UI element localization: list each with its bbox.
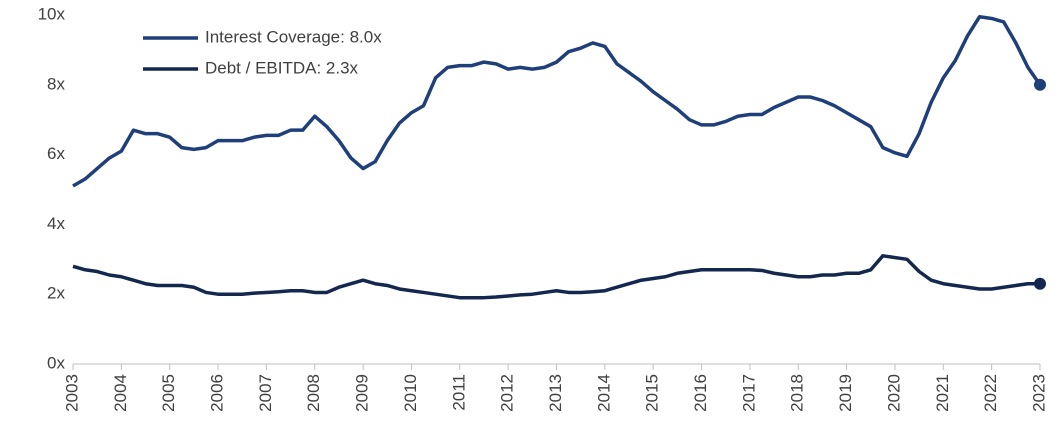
x-tick-label: 2012 [498,374,517,412]
x-tick-label: 2004 [111,374,130,412]
x-tick-label: 2011 [449,374,468,411]
x-tick-label: 2014 [594,374,613,412]
x-tick-label: 2023 [1029,374,1048,412]
x-tick-label: 2018 [788,374,807,412]
x-tick-label: 2006 [208,374,227,412]
x-tick-label: 2022 [981,374,1000,412]
x-tick-label: 2021 [933,374,952,412]
x-tick-label: 2005 [159,374,178,412]
x-tick-label: 2009 [353,374,372,412]
y-tick-label: 6x [47,144,65,163]
series-line [72,254,1040,300]
x-tick-label: 2008 [304,374,323,412]
x-tick-label: 2010 [401,374,420,412]
y-tick-label: 4x [47,214,65,233]
x-tick-label: 2017 [739,374,758,412]
x-tick-label: 2016 [691,374,710,412]
legend-label: Debt / EBITDA: 2.3x [205,58,359,77]
x-tick-label: 2013 [546,374,565,412]
y-tick-label: 8x [47,74,65,93]
legend-label: Interest Coverage: 8.0x [205,27,382,46]
x-tick-label: 2015 [643,374,662,412]
x-tick-label: 2019 [836,374,855,412]
y-tick-label: 2x [47,284,65,303]
end-marker [1034,78,1046,91]
series-line [72,14,1042,188]
end-marker [1034,277,1046,290]
x-tick-label: 2020 [884,374,903,412]
x-tick-label: 2003 [62,374,81,412]
y-tick-label: 10x [38,4,66,23]
y-tick-label: 0x [47,353,65,372]
x-tick-label: 2007 [256,374,275,412]
